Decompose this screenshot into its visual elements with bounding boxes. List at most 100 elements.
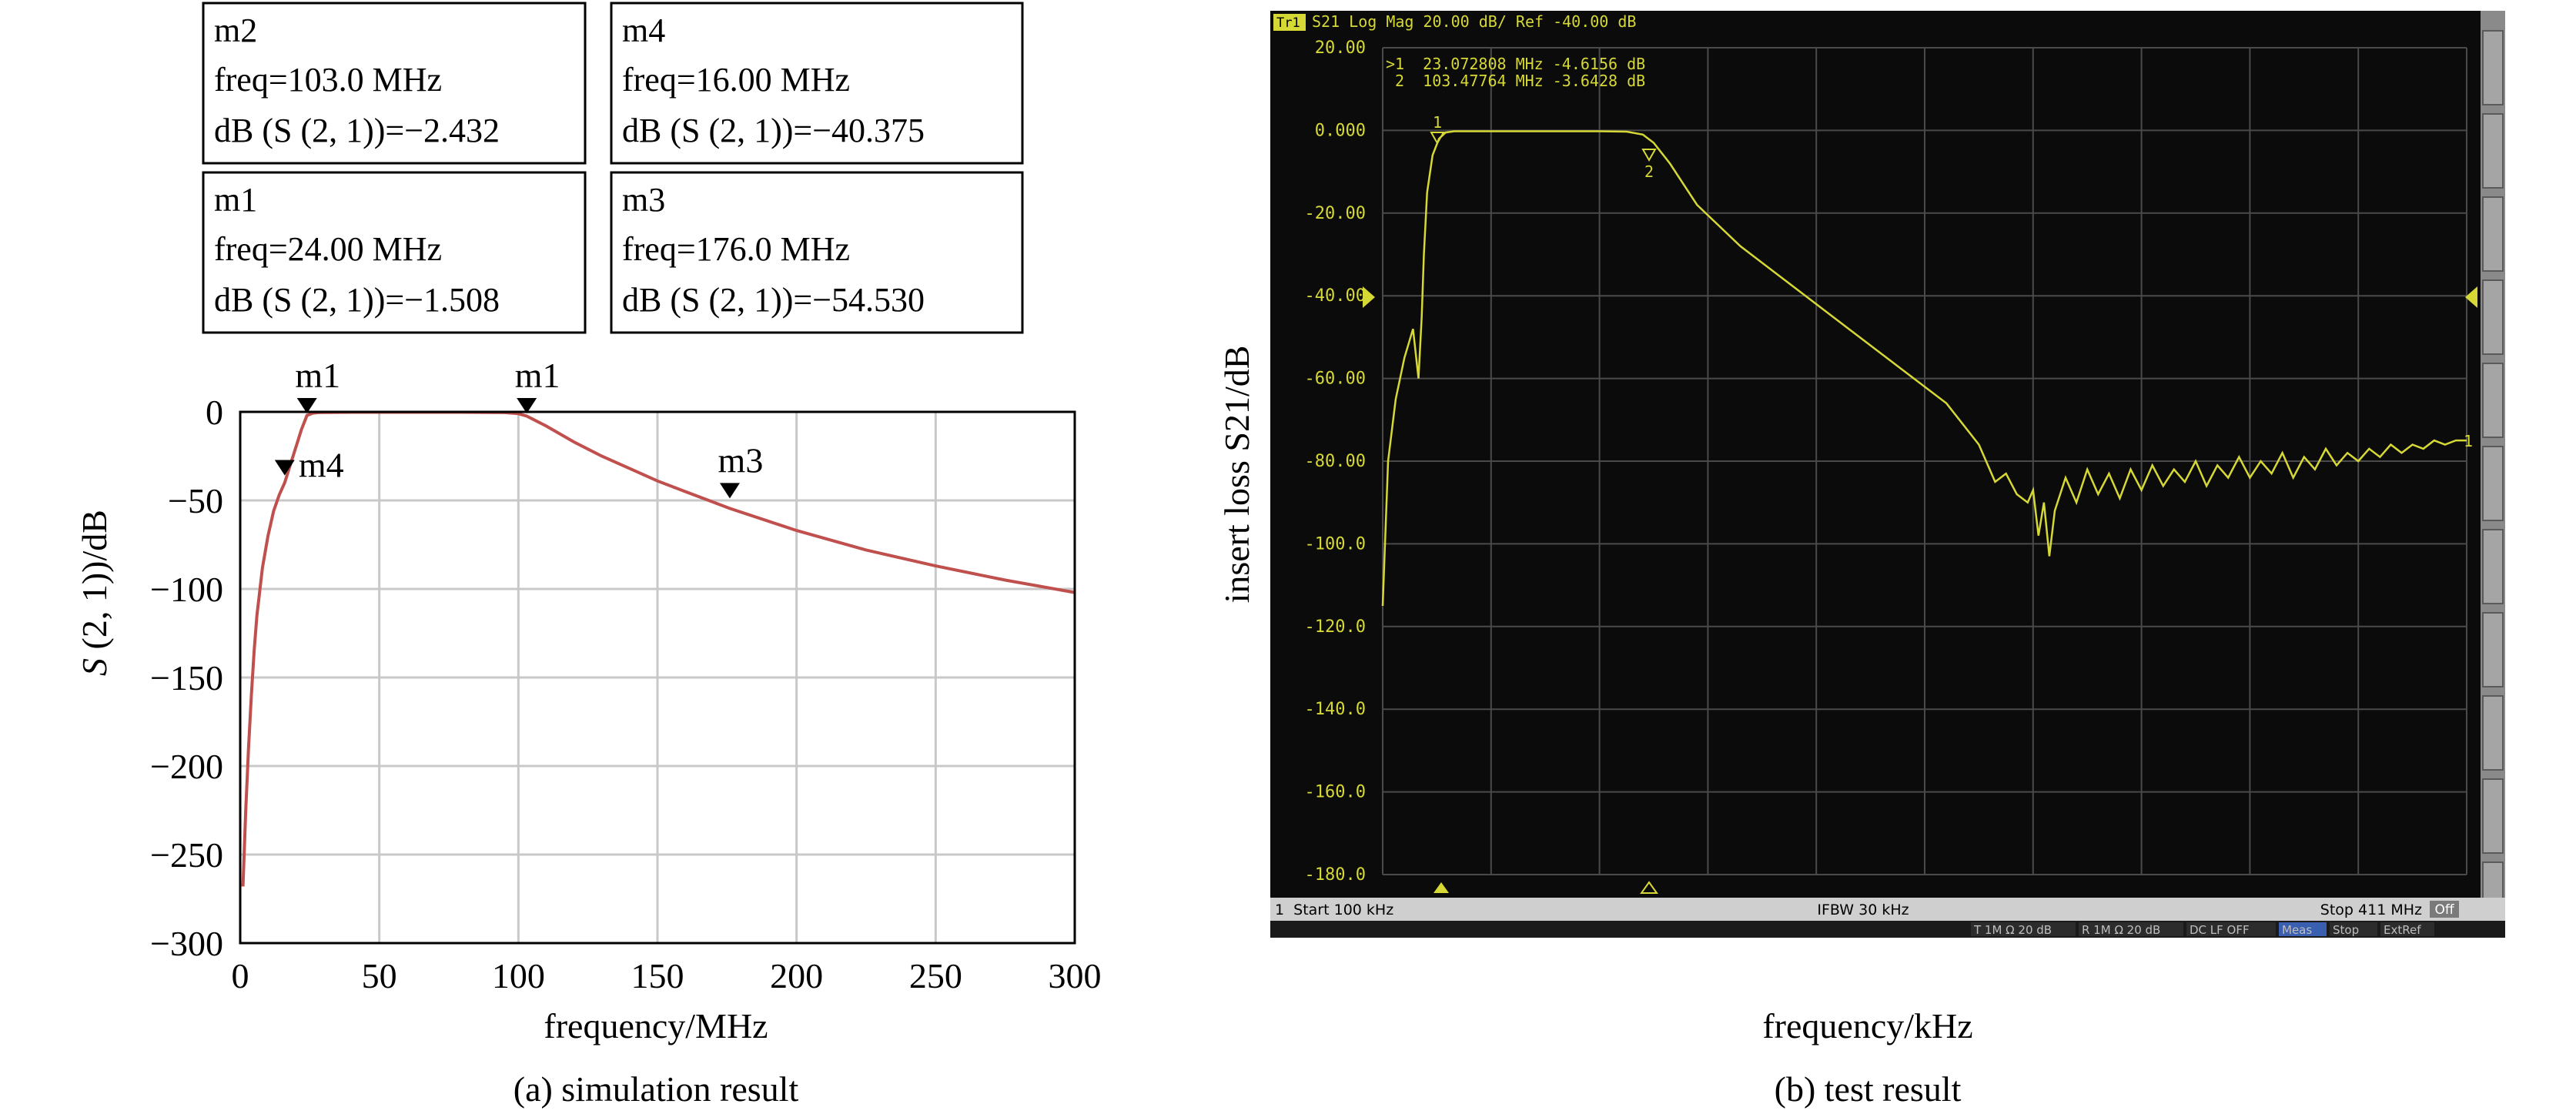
y-tick-label: 0 [206,393,223,432]
vna-y-tick-labels: 20.00 0.000 -20.00 -40.00 -60.00 -80.00 -100.0… [1305,38,1366,885]
x-tick-label: 0 [232,956,249,995]
vna-softkey[interactable] [2482,363,2504,438]
vna-y-tick-label: -20.00 [1305,204,1366,223]
vna-y-tick-label: -160.0 [1305,783,1366,802]
marker-label: m1 [515,356,560,395]
vna-side-buttons [2482,30,2504,937]
ref-level-right-icon [2465,286,2477,308]
x-tick-label: 300 [1049,956,1102,995]
vna-status-text: T 1M Ω 20 dB [1973,923,2052,937]
vna-status-cell [2186,922,2276,936]
vna-footer-bar [1270,898,2505,921]
y-axis-label-rest: (2, 1))/dB [75,510,114,658]
y-tick-label: −200 [150,747,223,786]
x-axis-label-b: frequency/kHz [1762,1006,1972,1045]
marker-triangle-icon [296,398,317,413]
marker-triangle-icon [517,398,537,413]
footer-start: 1 Start 100 kHz [1275,902,1393,918]
vna-softkey[interactable] [2482,30,2504,105]
y-tick-label: −100 [150,570,223,609]
vna-y-tick-label: -100.0 [1305,534,1366,554]
marker-box-name: m1 [214,181,257,219]
x-tick-label: 150 [631,956,684,995]
vna-softkey[interactable] [2482,778,2504,854]
vna-status-text: Meas [2282,923,2312,937]
marker-label: m4 [299,446,344,485]
vna-status-text: ExtRef [2384,923,2421,937]
vna-y-tick-label: -140.0 [1305,700,1366,719]
vna-y-tick-label: -120.0 [1305,617,1366,637]
marker-box-freq: freq=103.0 MHz [214,61,442,99]
vna-status-cell [2330,922,2377,936]
marker-readout-1: >1 23.072808 MHz -4.6156 dB [1386,55,1645,73]
ref-level-left-icon [1363,286,1375,308]
y-tick-label: −250 [150,835,223,875]
x-tick-label: 100 [492,956,545,995]
vna-y-tick-label: -40.00 [1305,286,1366,306]
marker-box-name: m4 [622,12,665,49]
vna-softkey[interactable] [2482,612,2504,687]
bottom-marker-1-icon [1434,882,1449,893]
marker-label: m1 [295,356,340,395]
trace-badge [1273,14,1306,31]
vna-y-tick-label: -80.00 [1305,452,1366,471]
marker-triangle-icon [719,483,740,499]
vna-status-cell [1971,922,2076,936]
marker-box-name: m3 [622,181,665,219]
caption-b: (b) test result [1775,1069,1962,1109]
y-axis-label-italic: S [75,658,114,676]
simulation-panel: m2 freq=103.0 MHz dB (S (2, 1))=−2.432 m… [75,2,1102,1109]
trace-marker-1-icon [1430,132,1445,146]
vna-softkey[interactable] [2482,695,2504,771]
vna-softkey[interactable] [2482,196,2504,272]
marker-readout-2: 2 103.47764 MHz -3.6428 dB [1386,72,1645,90]
y-axis-label-b: insert loss S21/dB [1217,346,1256,604]
vna-y-tick-label: 0.000 [1315,121,1366,140]
y-tick-label: −50 [168,481,223,520]
trace-marker-1-label: 1 [1433,113,1442,132]
vna-softkey[interactable] [2482,446,2504,521]
marker-box-m2: m2 freq=103.0 MHz dB (S (2, 1))=−2.432 [202,2,587,165]
plot-frame [239,410,1076,945]
footer-stop: Stop 411 MHz [2320,902,2422,918]
trace-marker-2-icon [1641,149,1657,162]
vna-softkey[interactable] [2482,113,2504,189]
test-panel: Tr1 S21 Log Mag 20.00 dB/ Ref -40.00 dB … [1217,11,2505,1109]
vna-status-text: Stop [2333,923,2359,937]
marker-box-m1: m1 freq=24.00 MHz dB (S (2, 1))=−1.508 [202,171,587,334]
x-tick-label: 200 [770,956,823,995]
marker-triangle-icon [274,460,295,476]
bottom-marker-2-icon [1640,881,1658,894]
footer-off-label: Off [2434,902,2454,918]
marker-box-freq: freq=24.00 MHz [214,230,442,268]
y-tick-label: −300 [150,924,223,963]
footer-ifbw: IFBW 30 kHz [1817,902,1909,918]
vna-y-tick-label: 20.00 [1315,38,1366,58]
s21-trace [241,410,1076,887]
s21-measured-trace [1381,130,2467,607]
marker-label: m3 [718,440,764,480]
vna-status-text: DC LF OFF [2190,923,2250,937]
vna-screen [1270,11,2505,938]
marker-box-db: dB (S (2, 1))=−2.432 [214,112,500,149]
plot-grid [240,412,1075,943]
vna-status-items: T 1M Ω 20 dB R 1M Ω 20 dB DC LF OFF Meas Sto… [1971,922,2434,937]
x-axis-label: frequency/MHz [544,1006,768,1045]
vna-softkey[interactable] [2482,279,2504,355]
marker-box-freq: freq=16.00 MHz [622,61,850,99]
marker-box-db: dB (S (2, 1))=−40.375 [622,112,925,149]
vna-grid [1382,47,2467,875]
vna-status-cell [2079,922,2183,936]
footer-off-badge [2430,901,2459,918]
marker-box-m4: m4 freq=16.00 MHz dB (S (2, 1))=−40.375 [610,2,1024,165]
axis-ticks: 0 50 100 150 200 250 300 0 −50 −100 −150 −200 −250 −3… [150,393,1101,995]
trace-marker-2-label: 2 [1644,162,1654,181]
marker-box-db: dB (S (2, 1))=−54.530 [622,281,925,319]
y-tick-label: −150 [150,658,223,698]
screen-header: S21 Log Mag 20.00 dB/ Ref -40.00 dB [1312,12,1636,31]
plot-markers: m1 m1 m4 m3 [274,356,764,499]
marker-box-name: m2 [214,12,257,49]
marker-box-freq: freq=176.0 MHz [622,230,850,268]
vna-softkey[interactable] [2482,529,2504,604]
